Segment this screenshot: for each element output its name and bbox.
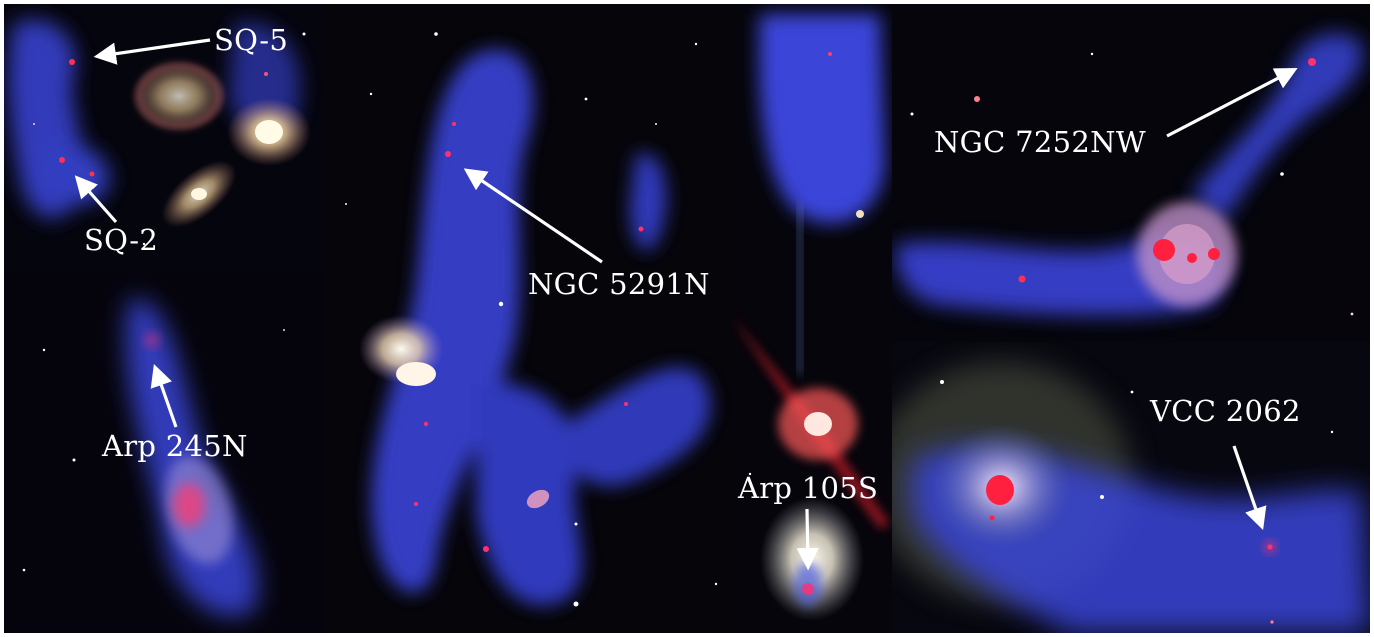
- ngc7252-image: [892, 4, 1370, 342]
- label-ngc5291n: NGC 5291N: [528, 267, 710, 301]
- arp105-image: [730, 4, 892, 633]
- label-ngc7252nw: NGC 7252NW: [934, 125, 1146, 159]
- panel-arp105: [730, 4, 892, 633]
- vcc2062-image: [892, 342, 1370, 633]
- label-vcc2062: VCC 2062: [1150, 394, 1301, 428]
- ngc5291-image: [326, 4, 730, 633]
- label-sq2: SQ-2: [84, 223, 159, 257]
- label-sq5: SQ-5: [214, 23, 289, 57]
- galaxy-mosaic: SQ-5 SQ-2 Arp 245N NGC 5291N Arp 105S NG…: [4, 4, 1370, 633]
- panel-ngc7252: [892, 4, 1370, 342]
- label-arp245n: Arp 245N: [102, 429, 248, 463]
- panel-arp245: [4, 270, 326, 633]
- panel-ngc5291: [326, 4, 730, 633]
- panel-vcc2062: [892, 342, 1370, 633]
- label-arp105s: Arp 105S: [738, 471, 879, 505]
